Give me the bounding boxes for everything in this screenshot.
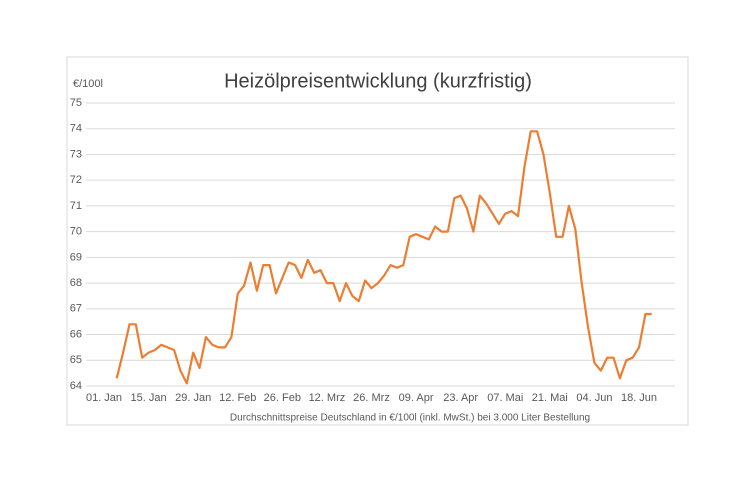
x-tick-label: 21. Mai <box>532 392 568 404</box>
y-tick-label: 64 <box>70 380 82 392</box>
x-tick-label: 12. Feb <box>219 392 256 404</box>
x-tick-label: 23. Apr <box>443 392 478 404</box>
x-tick-label: 15. Jan <box>131 392 167 404</box>
y-tick-label: 65 <box>70 354 82 366</box>
x-axis-label: Durchschnittspreise Deutschland in €/100… <box>230 413 590 424</box>
x-tick-label: 04. Jun <box>576 392 612 404</box>
chart-frame <box>66 56 689 426</box>
x-tick-label: 29. Jan <box>175 392 211 404</box>
chart-title: Heizölpreisentwicklung (kurzfristig) <box>224 70 532 92</box>
x-tick-label: 26. Mrz <box>353 392 390 404</box>
x-tick-label: 01. Jan <box>86 392 122 404</box>
x-tick-label: 07. Mai <box>487 392 523 404</box>
data-line <box>115 130 652 385</box>
y-tick-label: 72 <box>70 174 82 186</box>
y-tick-label: 70 <box>70 226 82 238</box>
y-tick-label: 68 <box>70 277 82 289</box>
y-tick-label: 74 <box>70 123 82 135</box>
x-tick-label: 26. Feb <box>264 392 301 404</box>
x-tick-label: 18. Jun <box>621 392 657 404</box>
y-tick-label: 67 <box>70 303 82 315</box>
x-tick-label: 12. Mrz <box>309 392 346 404</box>
y-tick-label: 69 <box>70 251 82 263</box>
y-tick-label: 71 <box>70 200 82 212</box>
y-tick-label: 66 <box>70 328 82 340</box>
y-tick-label: 75 <box>70 97 82 109</box>
x-tick-label: 09. Apr <box>399 392 434 404</box>
y-axis-label: €/100l <box>73 78 103 90</box>
y-tick-label: 73 <box>70 148 82 160</box>
